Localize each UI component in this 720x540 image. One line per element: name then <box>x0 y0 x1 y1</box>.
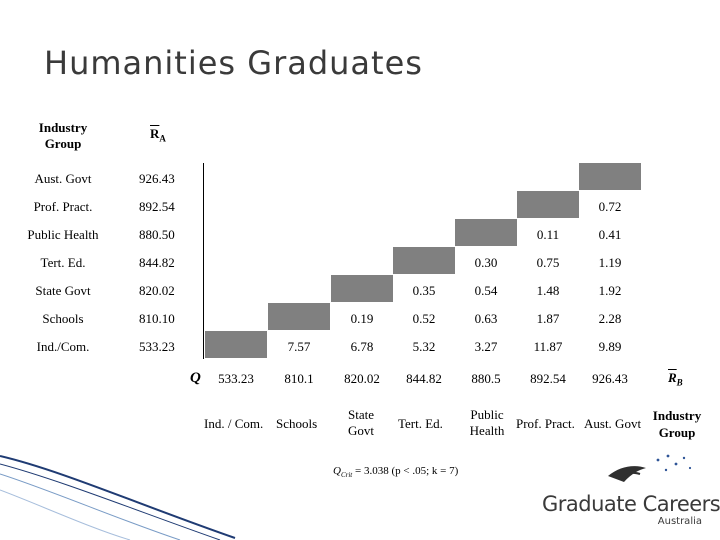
table-cell: 0.19 <box>350 311 374 326</box>
col-value: 892.54 <box>530 371 566 386</box>
col-name: Ind. / Com. <box>204 416 264 431</box>
row-ra-value: 880.50 <box>139 227 175 242</box>
col-name: State Govt <box>348 407 374 438</box>
diagonal-block <box>331 275 393 302</box>
table-cell: 0.35 <box>412 283 436 298</box>
table-cell: 0.30 <box>474 255 498 270</box>
col-name: Public Health <box>469 407 505 438</box>
row-label: Prof. Pract. <box>33 199 93 214</box>
table-cell: 1.87 <box>536 311 560 326</box>
ra-header: RA <box>150 126 166 144</box>
diagonal-block <box>455 219 517 246</box>
diagonal-block <box>393 247 455 274</box>
qcrit-note: QCrit = 3.038 (p < .05; k = 7) <box>333 465 459 480</box>
col-value: 844.82 <box>406 371 442 386</box>
row-ra-value: 810.10 <box>139 311 175 326</box>
row-label: Schools <box>42 311 84 326</box>
table-cell: 1.92 <box>598 283 622 298</box>
industry-group-footer: Industry Group <box>652 408 702 440</box>
table-cell: 11.87 <box>533 339 563 354</box>
graduate-careers-logo: Graduate Careers Australia <box>538 448 720 528</box>
table-cell: 7.57 <box>287 339 311 354</box>
table-divider <box>203 163 204 359</box>
table-cell: 9.89 <box>598 339 622 354</box>
col-value: 533.23 <box>218 371 254 386</box>
table-cell: 1.19 <box>598 255 622 270</box>
table-cell: 2.28 <box>598 311 622 326</box>
row-ra-value: 892.54 <box>139 199 175 214</box>
row-label: Ind./Com. <box>36 339 90 354</box>
diagonal-block <box>268 303 330 330</box>
logo-text-main: Graduate Careers <box>542 492 720 516</box>
col-name: Schools <box>276 416 318 431</box>
col-name: Prof. Pract. <box>516 416 575 431</box>
table-cell: 0.11 <box>536 227 560 242</box>
logo-text-sub: Australia <box>657 516 702 527</box>
table-cell: 3.27 <box>474 339 498 354</box>
diagonal-block <box>579 163 641 190</box>
col-value: 820.02 <box>344 371 380 386</box>
table-cell: 0.72 <box>598 199 622 214</box>
industry-group-header: Industry Group <box>38 120 88 151</box>
row-label: Aust. Govt <box>34 171 92 186</box>
table-cell: 0.54 <box>474 283 498 298</box>
table-cell: 5.32 <box>412 339 436 354</box>
col-value: 810.1 <box>284 371 314 386</box>
table-cell: 6.78 <box>350 339 374 354</box>
bird-icon <box>608 454 692 482</box>
col-name: Aust. Govt <box>584 416 642 431</box>
page-title: Humanities Graduates <box>44 44 423 82</box>
rb-label: RB <box>668 370 683 388</box>
row-ra-value: 844.82 <box>139 255 175 270</box>
decorative-lines <box>0 455 236 540</box>
row-ra-value: 820.02 <box>139 283 175 298</box>
table-cell: 0.75 <box>536 255 560 270</box>
row-label: Tert. Ed. <box>40 255 86 270</box>
col-name: Tert. Ed. <box>398 416 443 431</box>
col-value: 926.43 <box>592 371 628 386</box>
row-ra-value: 533.23 <box>139 339 175 354</box>
col-value: 880.5 <box>471 371 501 386</box>
row-label: State Govt <box>35 283 91 298</box>
table-cell: 0.41 <box>598 227 622 242</box>
table-cell: 0.52 <box>412 311 436 326</box>
table-cell: 1.48 <box>536 283 560 298</box>
table-cell: 0.63 <box>474 311 498 326</box>
row-label: Public Health <box>27 227 99 242</box>
diagonal-block <box>517 191 579 218</box>
row-ra-value: 926.43 <box>139 171 175 186</box>
diagonal-block <box>205 331 267 358</box>
q-label: Q <box>190 370 201 386</box>
